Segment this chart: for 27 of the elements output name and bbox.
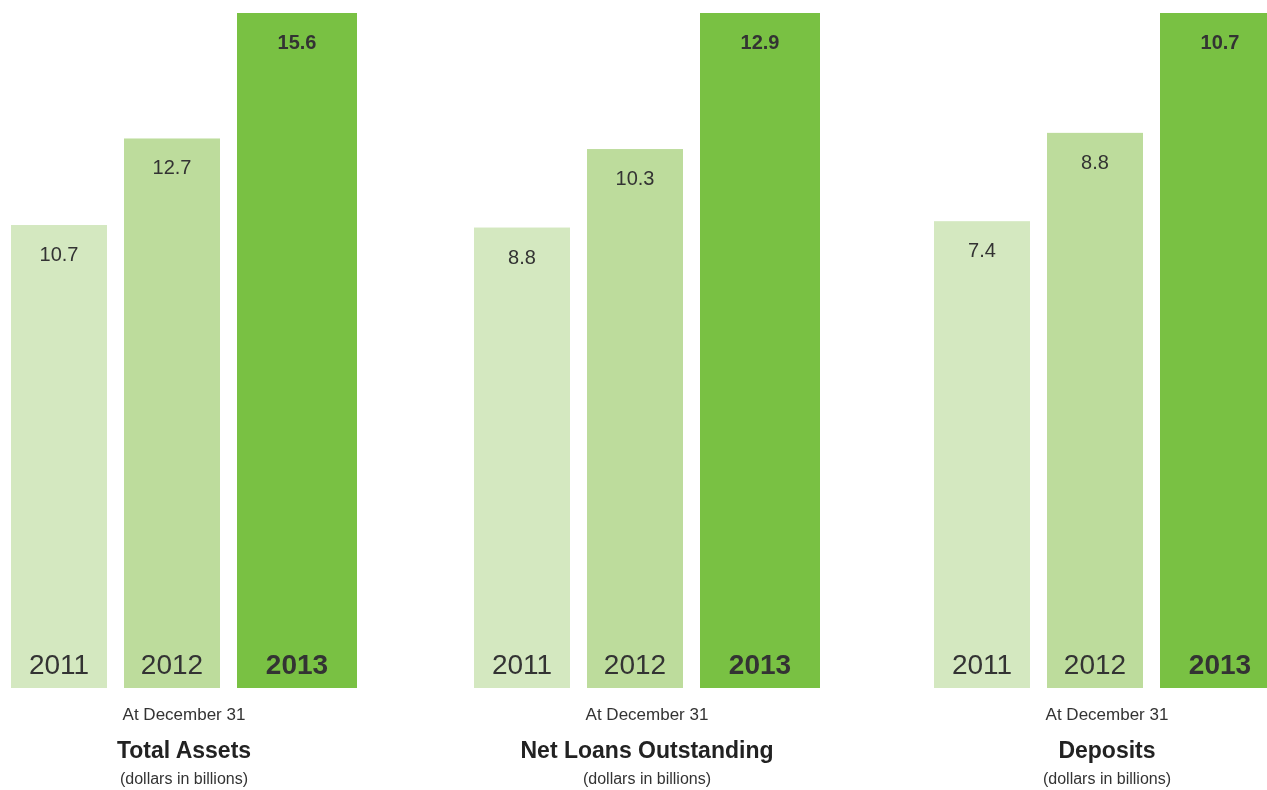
text: Deposits: [1058, 737, 1156, 763]
x-tick-label: 2011: [491, 649, 553, 680]
text: At December 31: [585, 705, 709, 724]
text: Net Loans Outstanding: [520, 737, 774, 763]
x-tick-label: 2012: [140, 649, 204, 680]
x-tick-label: 2012: [1063, 649, 1127, 680]
data-label: 7.4: [968, 239, 996, 262]
x-tick-label: 2012: [603, 649, 667, 680]
data-label: 8.8: [1081, 150, 1109, 173]
data-label: 12.7: [152, 156, 192, 179]
x-tick-label: 2013: [265, 649, 329, 680]
data-label: 8.8: [508, 245, 536, 268]
text: Total Assets: [116, 737, 252, 763]
text: At December 31: [122, 705, 246, 724]
text: (dollars in billions): [582, 770, 712, 787]
data-label: 10.7: [1200, 31, 1240, 53]
x-tick-label: 2011: [951, 649, 1013, 680]
text: At December 31: [1045, 705, 1169, 724]
text: (dollars in billions): [119, 770, 249, 787]
data-label: 12.9: [740, 31, 780, 53]
data-label: 15.6: [277, 31, 317, 53]
x-tick-label: 2011: [28, 649, 90, 680]
data-label: 10.3: [615, 167, 655, 190]
x-tick-label: 2013: [728, 649, 792, 680]
text: (dollars in billions): [1042, 770, 1172, 787]
data-label: 10.7: [39, 243, 79, 266]
x-tick-label: 2013: [1188, 649, 1252, 680]
